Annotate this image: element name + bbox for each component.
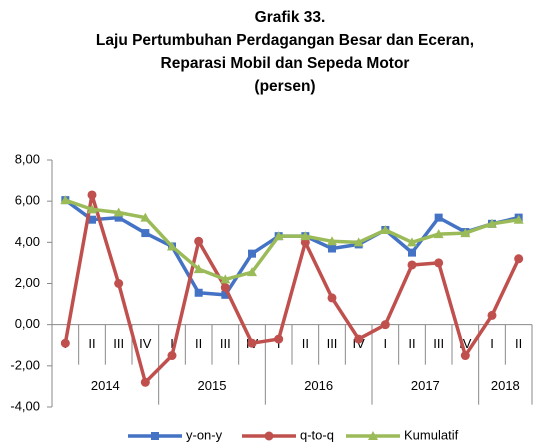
data-point — [273, 231, 284, 241]
data-point — [113, 207, 124, 217]
x-tick-label: I — [490, 336, 494, 351]
y-tick-label: -2,00 — [10, 357, 40, 372]
legend-marker — [368, 431, 378, 440]
data-point — [114, 279, 124, 288]
y-tick-label: -4,00 — [10, 398, 40, 413]
y-tick-label: 4,00 — [15, 234, 40, 249]
x-group-label: 2017 — [411, 378, 440, 393]
data-point — [460, 351, 470, 361]
data-point — [140, 377, 150, 387]
data-point — [487, 310, 497, 320]
data-point — [87, 204, 97, 214]
data-point — [87, 190, 97, 200]
chart-title: Laju Pertumbuhan Perdagangan Besar dan E… — [96, 32, 474, 49]
x-tick-label: II — [195, 336, 202, 351]
data-point — [194, 236, 204, 246]
x-tick-label: II — [515, 336, 522, 351]
x-group-label: 2014 — [91, 378, 120, 393]
data-point — [300, 231, 311, 241]
data-point — [434, 258, 444, 268]
y-tick-label: 0,00 — [15, 316, 40, 331]
data-point — [220, 283, 230, 293]
data-point — [194, 288, 203, 297]
chart-title: Reparasi Mobil dan Sepeda Motor — [161, 55, 410, 72]
data-point — [328, 244, 336, 253]
data-point — [353, 237, 364, 247]
data-point — [247, 267, 257, 277]
x-group-label: 2016 — [304, 378, 333, 393]
data-point — [88, 215, 96, 224]
data-point — [433, 229, 444, 239]
y-tick-label: 6,00 — [15, 193, 40, 208]
data-point — [327, 293, 337, 303]
x-tick-label: III — [327, 336, 338, 351]
data-point — [460, 228, 471, 238]
x-tick-label: II — [88, 336, 95, 351]
data-point — [380, 224, 391, 234]
data-point — [60, 195, 71, 205]
data-point — [380, 320, 390, 330]
data-point — [167, 351, 177, 361]
data-point — [248, 249, 256, 258]
data-point — [487, 218, 497, 228]
x-tick-label: I — [277, 336, 281, 351]
legend-label: q-to-q — [300, 427, 334, 442]
legend-marker — [264, 431, 274, 441]
data-point — [513, 214, 524, 224]
x-tick-label: IV — [139, 336, 152, 351]
data-point — [141, 229, 150, 238]
chart-title: (persen) — [254, 78, 315, 95]
data-point — [247, 338, 257, 348]
data-point — [327, 236, 337, 246]
data-point — [221, 290, 230, 299]
x-tick-label: III — [220, 336, 231, 351]
y-tick-label: 8,00 — [15, 151, 40, 166]
legend-marker — [151, 432, 159, 440]
data-point — [220, 274, 231, 284]
data-point — [514, 254, 524, 264]
y-tick-label: 2,00 — [15, 275, 40, 290]
legend-label: Kumulatif — [404, 427, 459, 442]
data-point — [60, 338, 70, 348]
legend-label: y-on-y — [186, 427, 223, 442]
data-point — [407, 237, 417, 247]
x-group-label: 2015 — [198, 378, 227, 393]
data-point — [140, 212, 151, 222]
series-line — [64, 198, 519, 282]
x-tick-label: II — [408, 336, 415, 351]
data-point — [354, 334, 364, 344]
series-line — [63, 193, 521, 385]
data-point — [193, 264, 204, 274]
x-tick-label: III — [433, 336, 444, 351]
x-tick-label: III — [113, 336, 124, 351]
x-tick-label: II — [302, 336, 309, 351]
x-group-label: 2018 — [491, 378, 520, 393]
data-point — [434, 213, 443, 222]
data-point — [407, 260, 417, 270]
data-point — [408, 248, 416, 257]
data-point — [167, 241, 177, 251]
data-point — [274, 334, 284, 344]
chart-title: Grafik 33. — [255, 9, 326, 26]
data-point — [114, 213, 123, 222]
x-tick-label: I — [170, 336, 174, 351]
x-tick-label: I — [384, 336, 388, 351]
